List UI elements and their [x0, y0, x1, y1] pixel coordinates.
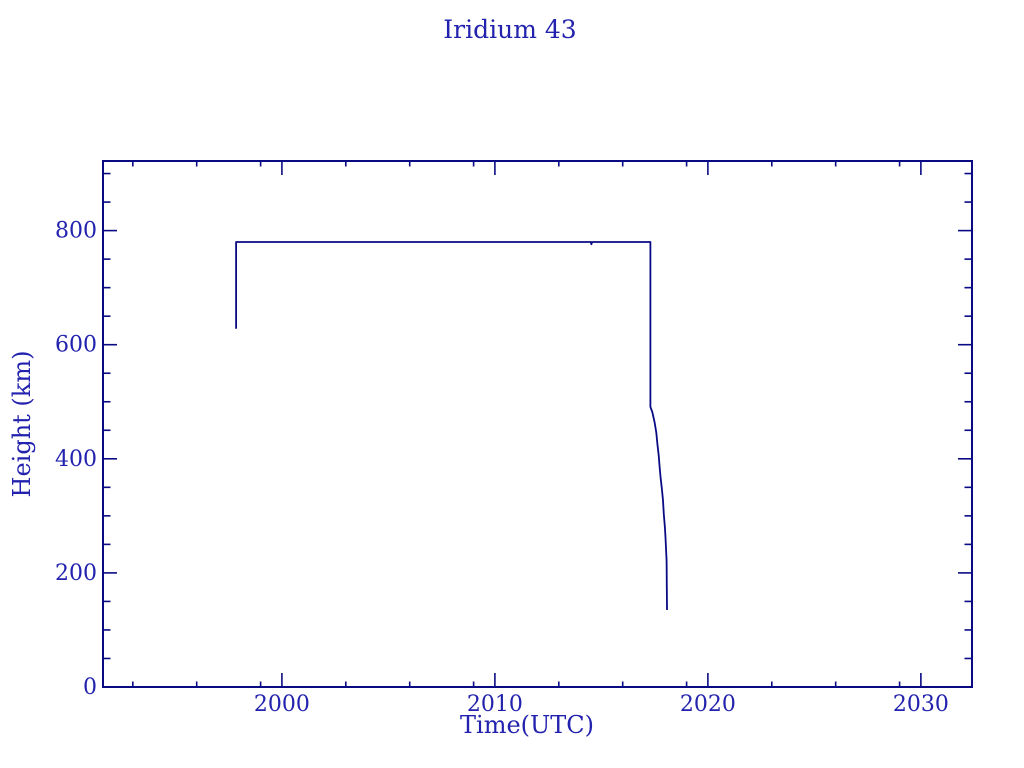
x-axis-label: Time(UTC) [460, 711, 594, 739]
orbital-height-curve [235, 241, 668, 611]
y-tick-label: 600 [55, 333, 97, 358]
data-series [235, 241, 668, 611]
y-axis-label: Height (km) [8, 351, 36, 498]
x-tick-label: 2000 [254, 692, 310, 717]
x-tick-label: 2010 [467, 692, 523, 717]
tick-labels: 2000 2010 2020 2030 0 200 400 600 800 [55, 219, 949, 717]
plot-box [102, 160, 973, 688]
axis-ticks [103, 161, 972, 688]
chart-title: Iridium 43 [443, 15, 576, 44]
y-tick-label: 400 [55, 447, 97, 472]
x-tick-label: 2020 [680, 692, 736, 717]
y-tick-label: 0 [83, 675, 97, 700]
y-tick-label: 200 [55, 561, 97, 586]
y-tick-label: 800 [55, 219, 97, 244]
x-tick-label: 2030 [893, 692, 949, 717]
